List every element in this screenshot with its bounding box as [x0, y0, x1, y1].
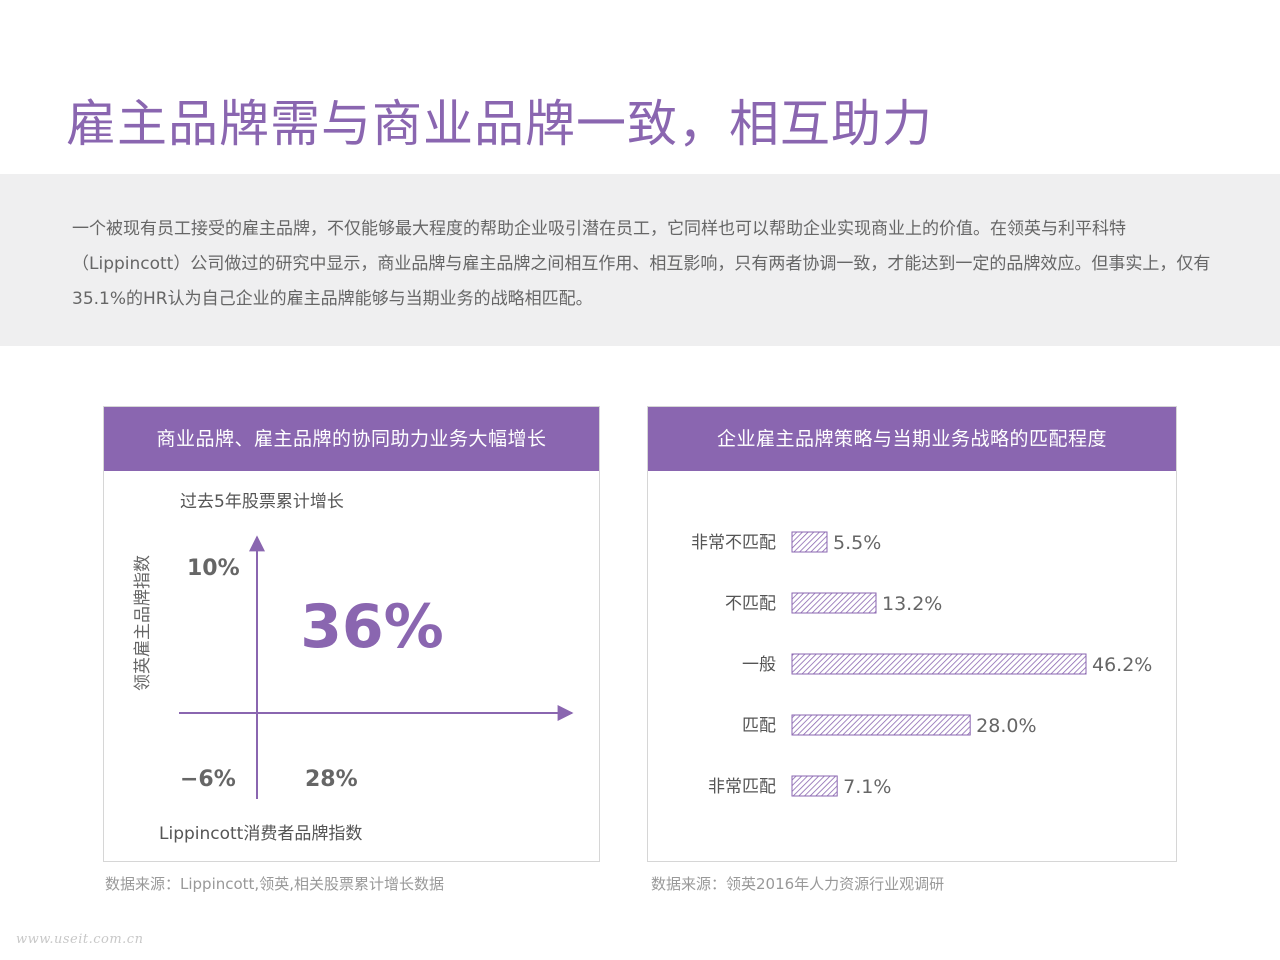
bar-value-label: 7.1%	[843, 776, 891, 798]
bar-value-label: 28.0%	[976, 715, 1036, 737]
bar-category-label: 非常不匹配	[691, 533, 776, 553]
bar-value-label: 46.2%	[1092, 654, 1152, 676]
bar	[791, 592, 877, 614]
watermark: www.useit.com.cn	[16, 932, 144, 947]
bar	[791, 531, 828, 553]
bar	[791, 714, 971, 736]
brand-synergy-panel: 商业品牌、雇主品牌的协同助力业务大幅增长 过去5年股票累计增长 领英雇主品牌指数…	[103, 406, 600, 862]
quadrant-bottom-right-value: 28%	[305, 767, 358, 792]
intro-paragraph: 一个被现有员工接受的雇主品牌，不仅能够最大程度的帮助企业吸引潜在员工，它同样也可…	[72, 219, 1211, 309]
intro-section: 一个被现有员工接受的雇主品牌，不仅能够最大程度的帮助企业吸引潜在员工，它同样也可…	[0, 174, 1280, 346]
chart-subtitle: 过去5年股票累计增长	[180, 492, 344, 512]
bar-category-label: 匹配	[742, 716, 776, 736]
bar-value-label: 5.5%	[833, 532, 881, 554]
bar-category-label: 非常匹配	[708, 777, 776, 797]
page-title: 雇主品牌需与商业品牌一致，相互助力	[66, 95, 933, 153]
brand-synergy-title: 商业品牌、雇主品牌的协同助力业务大幅增长	[104, 407, 599, 471]
quadrant-top-right-value: 36%	[300, 592, 444, 662]
y-axis-label: 领英雇主品牌指数	[133, 555, 153, 691]
quadrant-bottom-left-value: −6%	[180, 767, 236, 792]
strategy-match-title: 企业雇主品牌策略与当期业务战略的匹配程度	[648, 407, 1176, 471]
source-note-right: 数据来源：领英2016年人力资源行业观调研	[651, 875, 945, 893]
bar	[791, 775, 838, 797]
strategy-match-panel: 企业雇主品牌策略与当期业务战略的匹配程度 非常不匹配 5.5% 不匹配 13.2% 一般…	[647, 406, 1177, 862]
bar-chart: 非常不匹配 5.5% 不匹配 13.2% 一般 46.2% 匹配 28.0% 非常匹配 7.1%	[691, 531, 1152, 798]
bar-value-label: 13.2%	[882, 593, 942, 615]
x-axis-label: Lippincott消费者品牌指数	[159, 824, 362, 844]
quadrant-chart: 过去5年股票累计增长 领英雇主品牌指数 10% 36% −6% 28% Lipp…	[133, 492, 574, 844]
bar-category-label: 一般	[742, 655, 776, 675]
bar	[791, 653, 1087, 675]
source-note-left: 数据来源：Lippincott,领英,相关股票累计增长数据	[105, 875, 444, 893]
bar-category-label: 不匹配	[725, 594, 776, 614]
quadrant-top-left-value: 10%	[187, 556, 240, 581]
